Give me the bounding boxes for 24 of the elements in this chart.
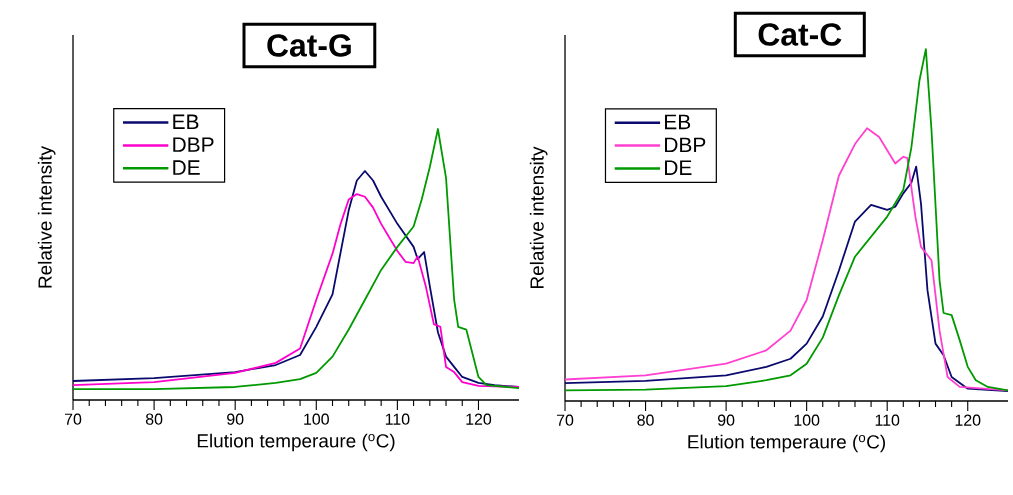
x-tick-label: 110 (875, 414, 900, 426)
legend-label: DBP (173, 137, 214, 152)
x-tick-label: 100 (304, 413, 329, 425)
x-axis-title: Elution temperaure ($^{o}$C) (197, 433, 395, 452)
x-tick-label: 90 (717, 414, 735, 426)
x-tick-label: 120 (466, 413, 492, 425)
x-tick-label: 100 (794, 414, 820, 426)
x-tick-label: 80 (637, 414, 654, 426)
x-tick-label: 90 (227, 413, 244, 425)
legend-label: EB (173, 114, 199, 129)
legend-label: DE (665, 160, 692, 175)
legend-label: DBP (665, 137, 706, 153)
x-axis-title: Elution temperaure ($^{o}$C) (688, 434, 885, 453)
x-tick-label: 70 (64, 413, 82, 425)
legend-label: DE (173, 160, 200, 175)
x-tick-label: 110 (385, 413, 410, 425)
legend-label: EB (665, 114, 691, 130)
x-tick-label: 80 (145, 413, 163, 425)
y-axis-title: Relative intensity (529, 146, 548, 288)
chart-title: Cat-G (267, 34, 351, 57)
chart-title: Cat-C (758, 23, 842, 46)
x-tick-label: 70 (556, 414, 574, 426)
x-tick-label: 120 (955, 414, 981, 426)
y-axis-title: Relative intensity (37, 146, 56, 288)
